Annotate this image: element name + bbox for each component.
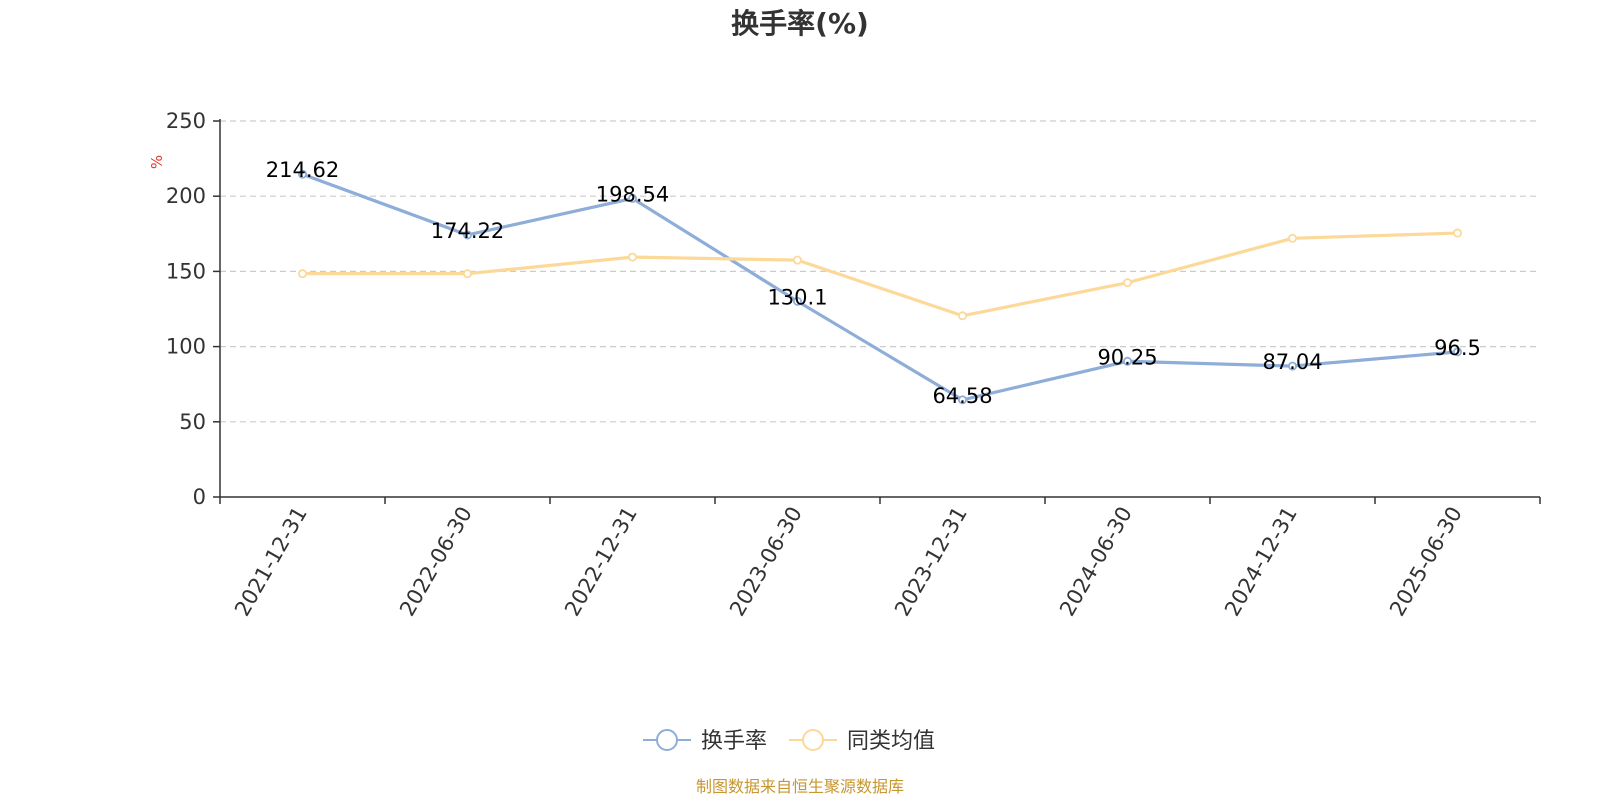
data-label: 214.62	[266, 158, 339, 182]
legend-swatch-marker	[656, 729, 678, 751]
y-axis-unit-label: %	[148, 155, 166, 169]
y-tick-label: 0	[193, 485, 206, 509]
x-tick-label: 2025-06-30	[1385, 503, 1467, 621]
x-tick-label: 2024-06-30	[1055, 503, 1137, 621]
data-label: 64.58	[932, 384, 992, 408]
data-source-note: 制图数据来自恒生聚源数据库	[696, 777, 904, 796]
series-line-2	[302, 231, 1458, 318]
data-label: 87.04	[1262, 350, 1322, 374]
legend-label: 换手率	[701, 729, 767, 754]
y-tick-label: 50	[179, 410, 206, 434]
series-2-point	[1453, 228, 1463, 238]
series-1-point	[958, 395, 968, 405]
series-2-point	[628, 252, 638, 262]
data-label: 130.1	[767, 285, 827, 309]
data-label: 174.22	[431, 219, 504, 243]
x-tick-label: 2022-06-30	[395, 503, 477, 621]
x-tick-label: 2023-12-31	[890, 503, 972, 621]
axes: 0 50 100 150 200 250 2021-12-31 2022-06-30 2022-…	[166, 109, 1541, 621]
data-label: 198.54	[596, 182, 669, 206]
legend-item-2: 同类均值	[789, 729, 935, 754]
legend-swatch-marker	[802, 729, 824, 751]
series-1-point	[462, 230, 472, 240]
series-2-point	[1123, 278, 1133, 288]
y-tick-label: 250	[166, 109, 206, 133]
data-labels: 214.62 174.22 198.54 130.1 64.58 90.25 87.04 96…	[266, 158, 1481, 408]
series-1-point	[297, 169, 307, 179]
series-2-point	[793, 255, 803, 265]
x-tick-label: 2021-12-31	[230, 503, 312, 621]
series-1-point	[1288, 361, 1298, 371]
x-tick-label: 2023-06-30	[725, 503, 807, 621]
y-tick-label: 200	[166, 184, 206, 208]
series-1-point	[793, 296, 803, 306]
series-2-point	[462, 269, 472, 279]
legend-item-1: 换手率	[643, 729, 767, 754]
series-layer	[297, 169, 1463, 405]
y-tick-label: 150	[166, 259, 206, 283]
series-line-1	[301, 172, 1458, 402]
series-1-point	[1123, 356, 1133, 366]
data-label: 96.5	[1434, 336, 1481, 360]
series-2-point	[297, 269, 307, 279]
data-label: 90.25	[1097, 345, 1157, 369]
series-1-point	[628, 193, 638, 203]
legend-label: 同类均值	[847, 729, 935, 754]
series-2-point	[1288, 233, 1298, 243]
grid-lines	[220, 120, 1540, 423]
legend: 换手率 同类均值	[643, 729, 935, 754]
x-tick-label: 2022-12-31	[560, 503, 642, 621]
x-tick-label: 2024-12-31	[1220, 503, 1302, 621]
series-1-point	[1453, 347, 1463, 357]
y-tick-label: 100	[166, 335, 206, 359]
chart-title: 换手率(%)	[731, 7, 869, 40]
series-2-point	[958, 311, 968, 321]
